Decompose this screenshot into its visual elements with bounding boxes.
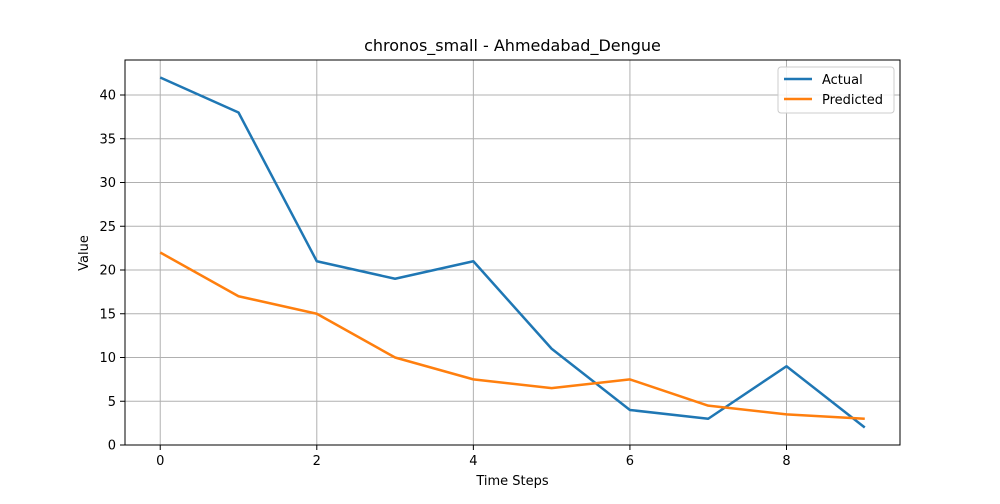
y-tick-label: 5 bbox=[108, 395, 116, 410]
x-tick-label: 4 bbox=[469, 454, 477, 469]
x-axis-label: Time Steps bbox=[475, 474, 549, 489]
y-tick-label: 20 bbox=[99, 264, 116, 279]
x-tick-label: 0 bbox=[156, 454, 164, 469]
y-tick-label: 35 bbox=[99, 132, 116, 147]
y-axis-label: Value bbox=[77, 235, 92, 271]
plot-frame bbox=[124, 59, 901, 446]
x-tick-label: 6 bbox=[626, 454, 634, 469]
y-tick-label: 15 bbox=[99, 307, 116, 322]
chart-title: chronos_small - Ahmedabad_Dengue bbox=[364, 36, 661, 56]
y-tick-label: 25 bbox=[99, 220, 116, 235]
legend-label-predicted: Predicted bbox=[822, 93, 883, 108]
y-tick-label: 0 bbox=[108, 439, 116, 454]
x-tick-label: 2 bbox=[313, 454, 321, 469]
series-line-actual bbox=[159, 76, 866, 429]
y-tick-label: 10 bbox=[99, 351, 116, 366]
axis-ticks: 0 2 4 6 8 0 5 10 15 20 25 30 35 40 bbox=[99, 89, 790, 470]
y-tick-label: 40 bbox=[99, 89, 116, 104]
series-lines bbox=[159, 76, 866, 429]
legend-label-actual: Actual bbox=[822, 73, 863, 88]
legend: Actual Predicted bbox=[777, 66, 895, 114]
grid-lines bbox=[125, 60, 900, 446]
y-tick-label: 30 bbox=[99, 176, 116, 191]
series-line-predicted bbox=[159, 251, 865, 420]
x-tick-label: 8 bbox=[782, 454, 790, 469]
